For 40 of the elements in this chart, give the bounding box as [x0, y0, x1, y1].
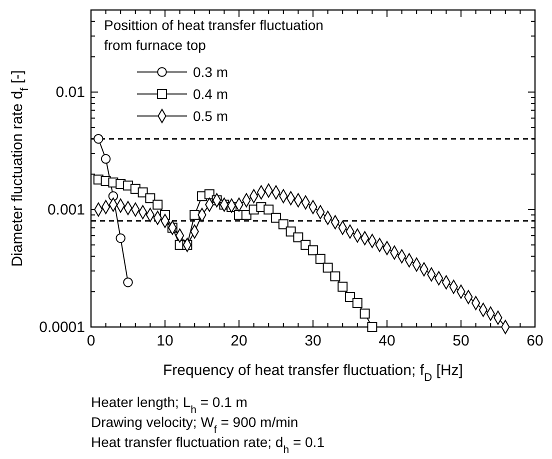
point	[345, 292, 355, 302]
point	[94, 134, 104, 144]
point	[190, 210, 200, 220]
point	[308, 245, 318, 256]
point	[116, 233, 126, 244]
point	[145, 193, 156, 204]
point	[360, 308, 370, 319]
point	[241, 210, 252, 220]
point	[152, 200, 163, 210]
point	[330, 271, 340, 282]
legend-label: 0.5 m	[193, 108, 228, 124]
point	[271, 212, 281, 223]
point	[293, 232, 304, 242]
x-tick-label: 40	[378, 332, 396, 350]
x-axis-title: Frequency of heat transfer fluctuation; f$_{D}$ [Hz]	[163, 362, 463, 384]
point	[322, 262, 333, 273]
point	[278, 219, 288, 230]
point	[123, 277, 133, 288]
text: Heat transfer fluctuation rate; d$_{h}$ = 0.1	[91, 434, 325, 456]
x-tick-label: 50	[452, 332, 470, 350]
legend-label: 0.4 m	[193, 86, 228, 102]
point	[367, 322, 378, 332]
x-tick-label: 0	[86, 332, 96, 350]
point	[338, 282, 348, 292]
point	[100, 154, 111, 164]
x-tick-label: 20	[230, 332, 248, 350]
point	[264, 204, 274, 215]
legend-title: Posittion of heat transfer fluctuation from furnace top	[104, 17, 324, 53]
x-tick-label: 60	[526, 332, 544, 350]
point	[300, 240, 311, 250]
y-tick-label: 0.0001	[39, 318, 85, 336]
text: Heater length; L$_{h}$ = 0.1 m	[91, 394, 248, 416]
y-tick-label: 0.001	[47, 201, 85, 218]
legend-label: 0.3 m	[193, 64, 228, 80]
point	[315, 254, 326, 264]
text: Drawing velocity; W$_{f}$ = 900 m/min	[91, 414, 298, 436]
x-tick-label: 30	[304, 332, 322, 350]
point	[352, 298, 362, 308]
y-tick-label: 0.01	[56, 84, 85, 101]
x-tick-label: 10	[156, 332, 174, 350]
